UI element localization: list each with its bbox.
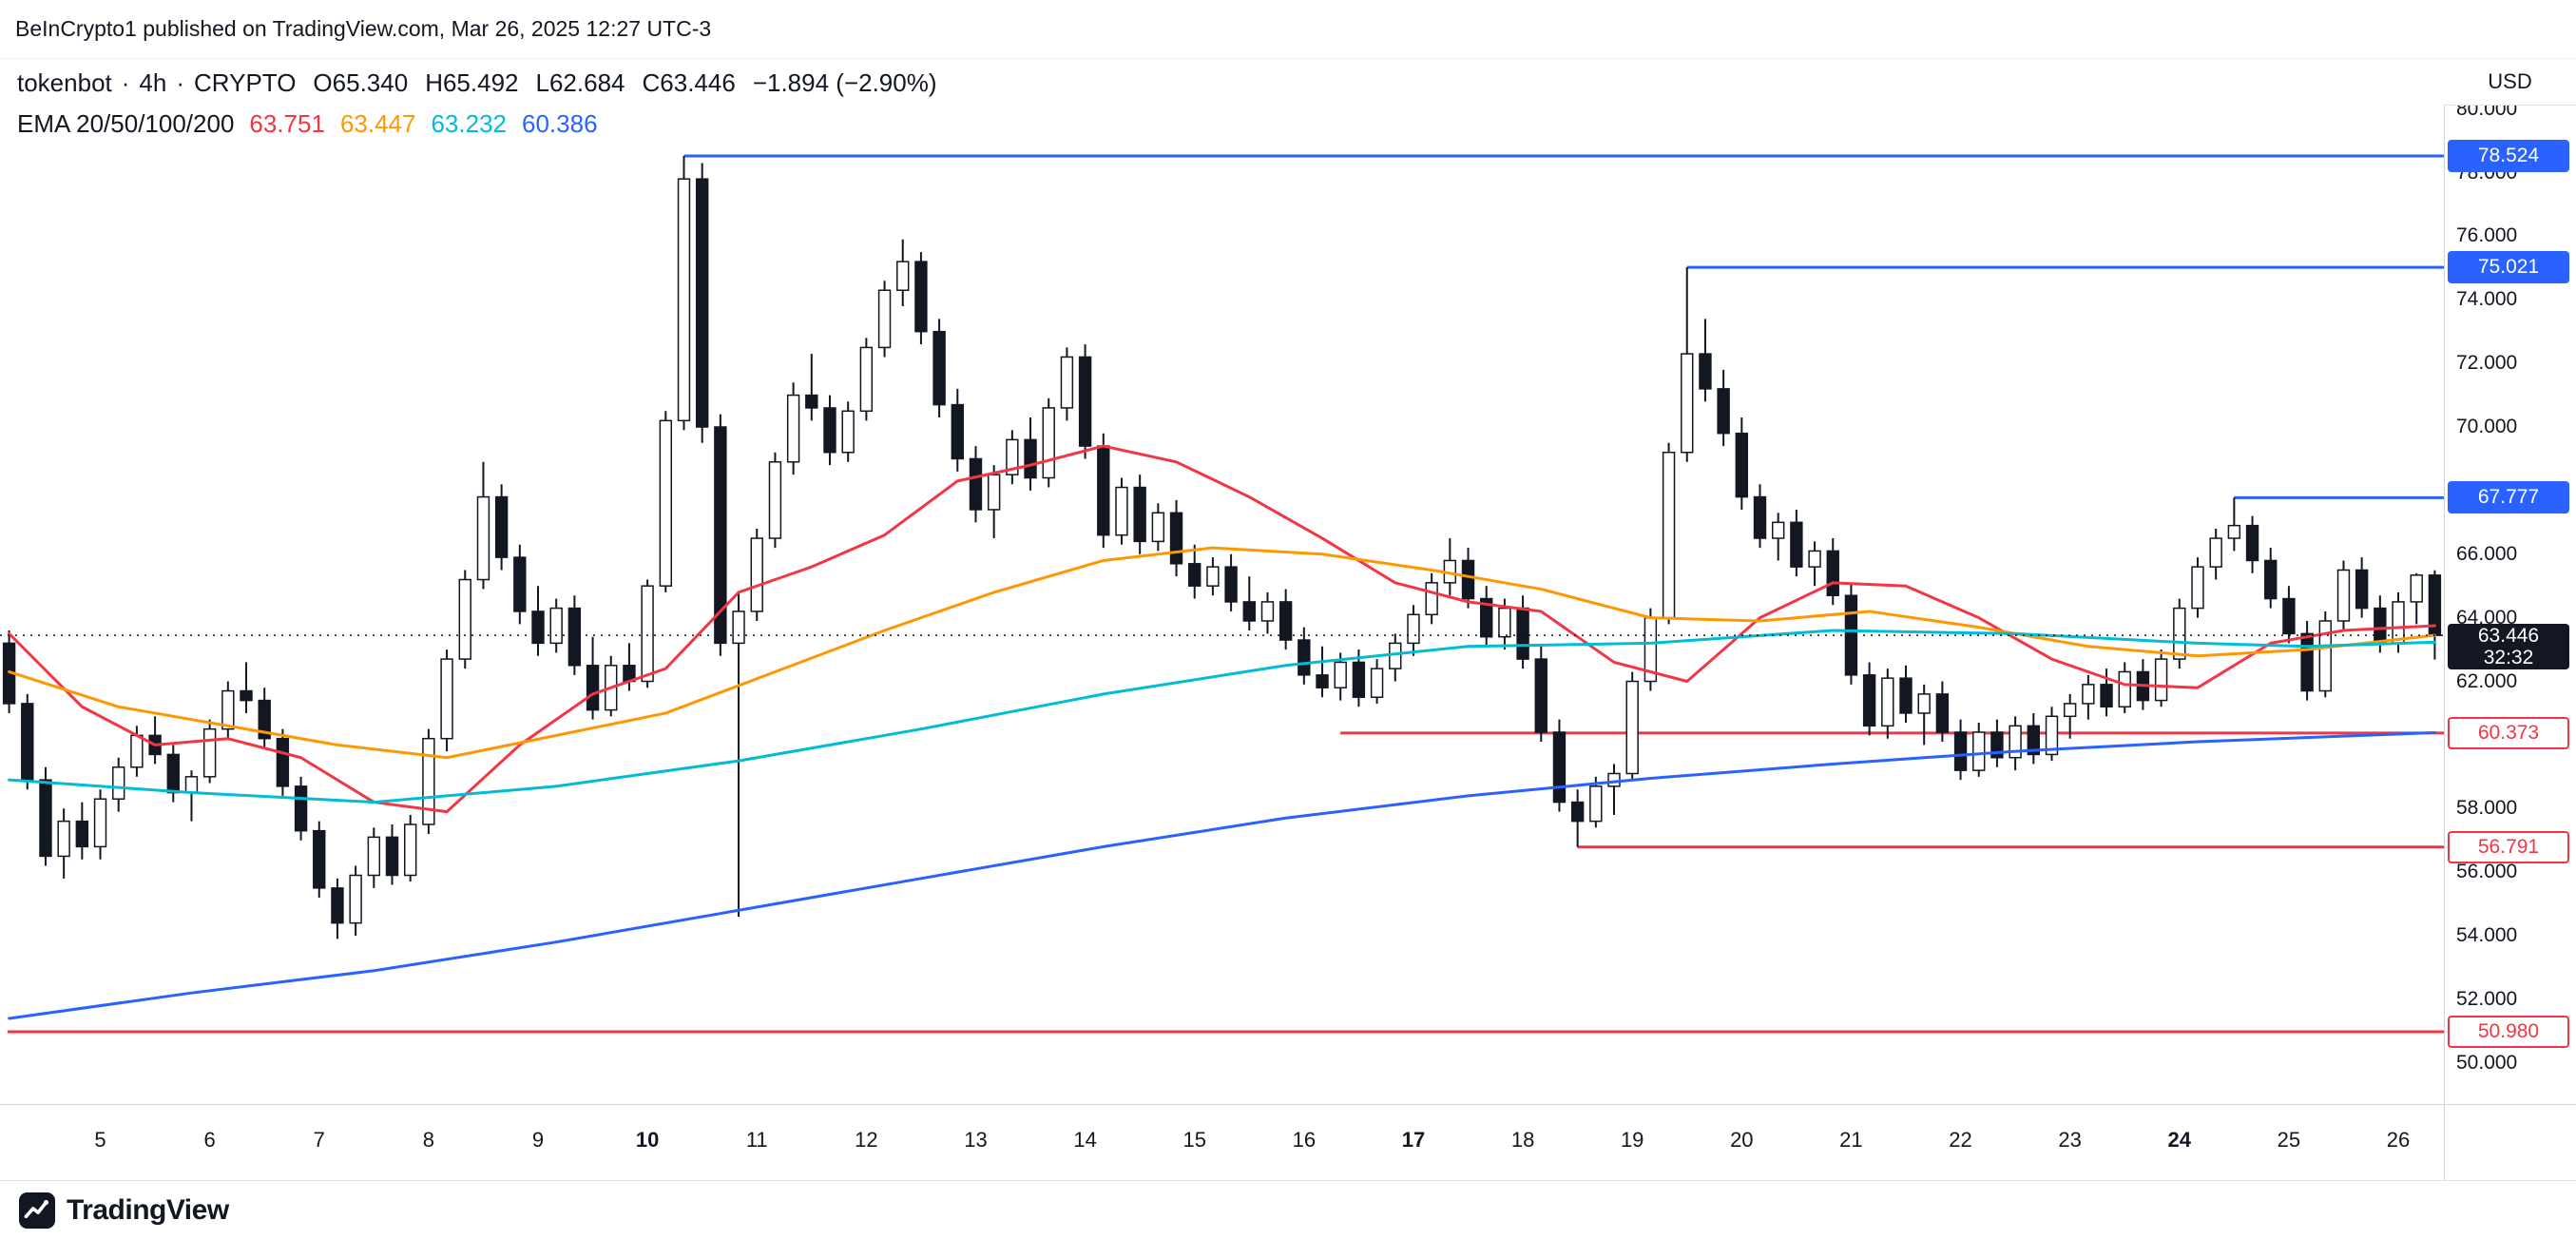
high-value: H65.492 [425,68,519,97]
level-lines-layer[interactable] [8,154,2444,1034]
currency-label: USD [2488,69,2532,93]
symbol-info-row[interactable]: tokenbot · 4h · CRYPTO O65.340 H65.492 L… [17,68,937,98]
price-tick-label: 50.000 [2456,1051,2518,1074]
candles-layer [2,155,2442,940]
price-tick-label: 72.000 [2456,352,2518,375]
time-axis-label-11: 11 [745,1128,768,1152]
time-axis-label-17: 17 [1401,1128,1426,1152]
footer: TradingView [0,1180,2576,1240]
time-axis-label-21: 21 [1839,1128,1863,1152]
ema-indicator-row[interactable]: EMA 20/50/100/200 63.751 63.447 63.232 60.3… [17,109,937,139]
price-level-tag-75.021[interactable]: 75.021 [2448,251,2569,284]
price-tick-label: 58.000 [2456,797,2518,820]
tradingview-logo-icon[interactable] [19,1192,55,1229]
tradingview-wordmark[interactable]: TradingView [67,1194,229,1226]
attribution-text: BeInCrypto1 published on TradingView.com… [15,16,712,41]
price-tick-label: 70.000 [2456,416,2518,437]
attribution-bar: BeInCrypto1 published on TradingView.com… [0,0,2576,59]
price-level-tag-56.791[interactable]: 56.791 [2448,830,2569,863]
time-axis-label-7: 7 [313,1128,325,1152]
price-level-tag-60.373[interactable]: 60.373 [2448,716,2569,749]
time-axis-label-20: 20 [1730,1128,1754,1152]
ema-value-200: 60.386 [522,109,598,138]
market-label: CRYPTO [194,68,297,97]
price-tick-label: 66.000 [2456,542,2518,565]
price-level-tag-67.777[interactable]: 67.777 [2448,481,2569,514]
candlestick-plot[interactable] [0,59,2444,1104]
time-axis[interactable]: 5 6 7 8 9 10 11 12 13 14 15 16 17 18 19 20 21 22 23 24 25 26 [0,1104,2576,1180]
time-axis-label-8: 8 [422,1128,434,1152]
ema-values: 63.751 63.447 63.232 60.386 [234,109,597,139]
price-tick-label: 54.000 [2456,924,2518,946]
ema-value-20: 63.751 [249,109,325,138]
time-axis-label-24: 24 [2167,1128,2192,1152]
close-value: C63.446 [642,68,736,97]
price-tick-label: 52.000 [2456,987,2518,1010]
price-tick-label: 64.000 [2456,606,2518,629]
time-axis-label-25: 25 [2277,1128,2301,1152]
interval-label[interactable]: 4h [139,68,167,97]
time-axis-label-26: 26 [2386,1128,2411,1152]
price-level-tag-78.524[interactable]: 78.524 [2448,139,2569,172]
time-axis-label-13: 13 [964,1128,988,1152]
time-axis-label-22: 22 [1949,1128,1972,1152]
symbol-name[interactable]: tokenbot [17,68,112,97]
price-tick-label: 56.000 [2456,861,2518,883]
price-level-tag-50.980[interactable]: 50.980 [2448,1015,2569,1048]
change-value: −1.894 (−2.90%) [752,68,937,97]
time-axis-label-12: 12 [855,1128,878,1152]
legend-separator: · [121,68,130,97]
low-value: L62.684 [535,68,625,97]
time-axis-label-9: 9 [531,1128,545,1152]
time-axis-label-15: 15 [1182,1128,1206,1152]
currency-button[interactable]: USD [2444,59,2576,106]
time-axis-label-6: 6 [203,1128,216,1152]
current-price-tag: 63.446 32:32 [2448,624,2569,670]
open-value: O65.340 [313,68,409,97]
price-tick-label: 62.000 [2456,669,2518,692]
price-tick-label: 74.000 [2456,288,2518,311]
legend-separator: · [176,68,185,97]
time-axis-label-10: 10 [635,1128,660,1152]
time-axis-label-5: 5 [94,1128,106,1152]
time-axis-label-19: 19 [1620,1128,1644,1152]
chart-legend: tokenbot · 4h · CRYPTO O65.340 H65.492 L… [17,68,937,139]
price-tick-label: 76.000 [2456,224,2518,247]
price-axis[interactable]: 80.000 78.000 76.000 74.000 72.000 70.000 66.0… [2444,59,2576,1180]
ema-value-50: 63.447 [339,109,416,138]
time-axis-label-23: 23 [2058,1128,2082,1152]
ema-value-100: 63.232 [431,109,507,138]
ema-lines-layer [8,444,2436,1020]
ema-indicator-title[interactable]: EMA 20/50/100/200 [17,109,235,138]
time-axis-label-16: 16 [1292,1128,1317,1152]
time-axis-label-18: 18 [1510,1128,1535,1152]
time-axis-label-14: 14 [1073,1128,1097,1152]
